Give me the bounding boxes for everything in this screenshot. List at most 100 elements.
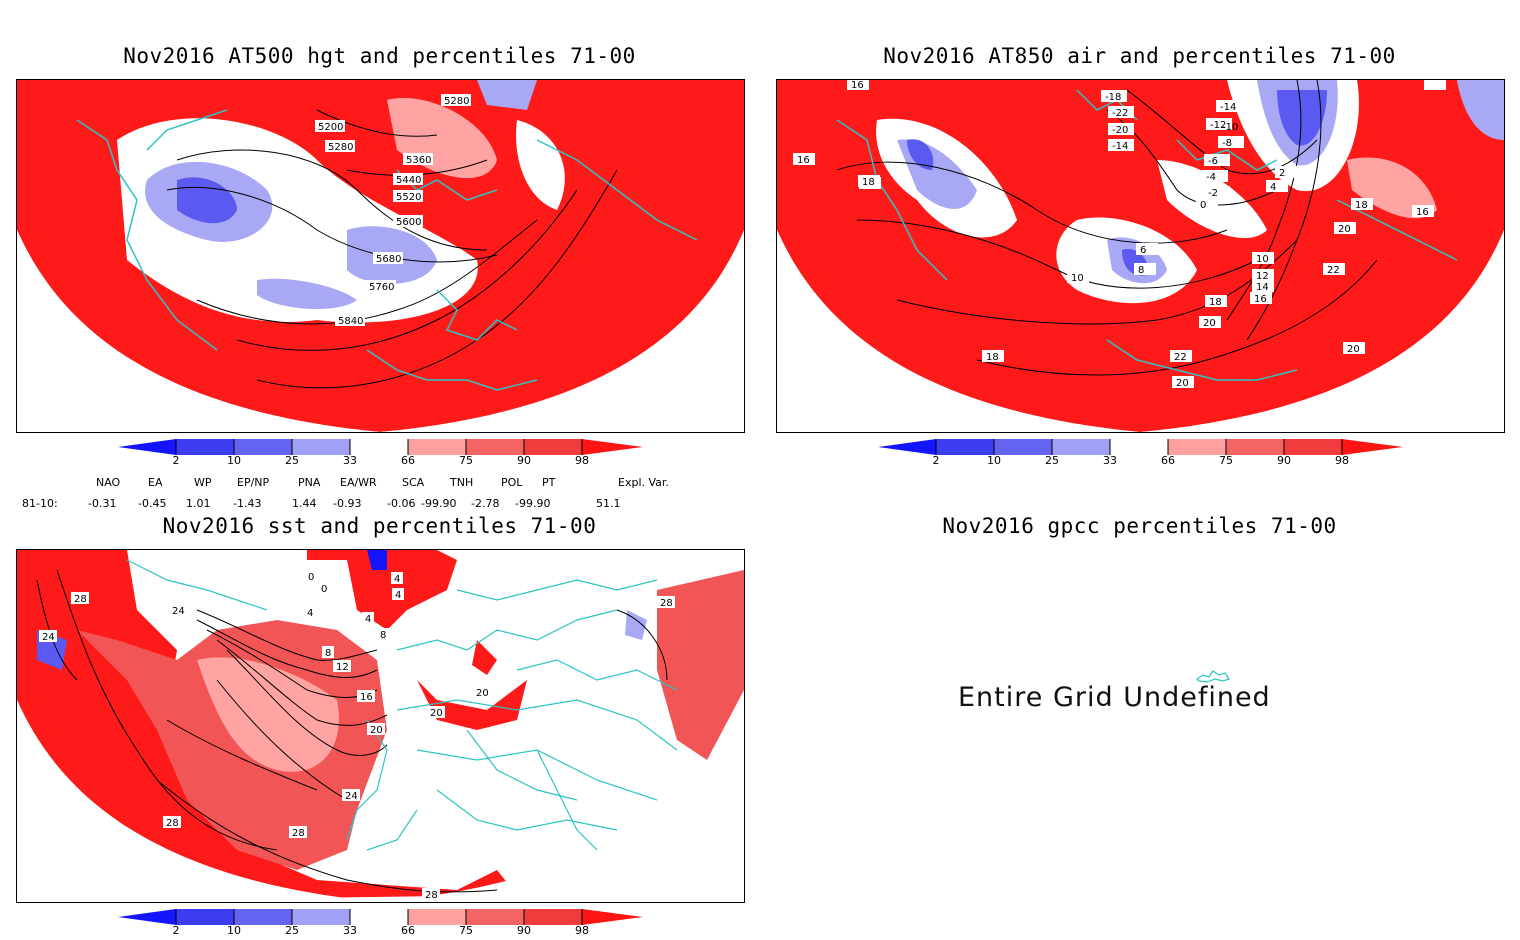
index-value: -99.90 [515, 497, 551, 510]
contour-label: 18 [986, 352, 999, 363]
colorbar-label: 90 [517, 924, 531, 937]
sst-map-panel: 28 24 24 28 0 4 0 4 4 4 8 8 12 16 20 20 … [16, 549, 745, 903]
index-header: PNA [298, 476, 321, 489]
contour-label: 20 [1203, 318, 1216, 329]
contour-label: 8 [1138, 265, 1144, 276]
colorbar-label: 98 [1335, 454, 1349, 467]
contour-label: 8 [380, 630, 386, 641]
index-value: -0.45 [138, 497, 167, 510]
colorbar-label: 10 [987, 454, 1001, 467]
contour-label: 10 [1256, 254, 1269, 265]
index-value: 1.01 [186, 497, 211, 510]
contour-label: 24 [345, 791, 358, 802]
index-value: -2.78 [471, 497, 500, 510]
gpcc-panel-title: Nov2016 gpcc percentiles 71-00 [942, 514, 1337, 538]
hgt-map-panel: 5280 5200 5280 5360 5440 5520 5600 5680 … [16, 79, 745, 433]
contour-label: 6 [1140, 245, 1146, 256]
index-header: EP/NP [237, 476, 270, 489]
air-map-panel: -18 -22 -20 -14 -14 -12 -10 -8 -6 -4 -2 … [776, 79, 1505, 433]
index-header: PT [542, 476, 556, 489]
contour-label: -14 [1112, 141, 1128, 152]
contour-label: 16 [1254, 294, 1267, 305]
hgt-colorbar: 2 10 25 33 66 75 90 98 [118, 439, 643, 471]
air-map: -18 -22 -20 -14 -14 -12 -10 -8 -6 -4 -2 … [777, 80, 1504, 432]
contour-label: 5840 [338, 316, 363, 327]
index-value: -0.93 [333, 497, 362, 510]
contour-label: 4 [394, 574, 400, 585]
contour-label: 20 [430, 708, 443, 719]
contour-label: 20 [1176, 378, 1189, 389]
index-value: -0.31 [88, 497, 117, 510]
contour-label: -8 [1222, 138, 1232, 149]
teleconnection-indices: NAO EA WP EP/NP PNA EA/WR SCA TNH POL PT… [0, 476, 760, 516]
hgt-contour-labels: 5280 5200 5280 5360 5440 5520 5600 5680 … [318, 96, 469, 327]
index-header: WP [194, 476, 212, 489]
colorbar-label: 25 [285, 454, 299, 467]
sst-panel-title: Nov2016 sst and percentiles 71-00 [162, 514, 597, 538]
colorbar-label: 98 [575, 924, 589, 937]
contour-label: 5600 [396, 217, 421, 228]
air-panel-title: Nov2016 AT850 air and percentiles 71-00 [883, 44, 1396, 68]
contour-label: 22 [1174, 352, 1187, 363]
sst-contour-labels: 28 24 24 28 0 4 0 4 4 4 8 8 12 16 20 20 … [42, 572, 673, 901]
contour-label: 28 [74, 594, 87, 605]
contour-label: 28 [166, 818, 179, 829]
contour-label: -4 [1206, 172, 1216, 183]
contour-label: 5520 [396, 192, 421, 203]
colorbar-graphic [118, 439, 643, 455]
contour-label: 4 [395, 590, 401, 601]
colorbar-label: 75 [459, 924, 473, 937]
colorbar-label: 75 [459, 454, 473, 467]
contour-label: 5760 [369, 282, 394, 293]
colorbar-label: 10 [227, 454, 241, 467]
colorbar-label: 33 [343, 454, 357, 467]
contour-label: -10 [1222, 122, 1238, 133]
colorbar-label: 25 [285, 924, 299, 937]
contour-label: 0 [321, 584, 327, 595]
contour-label: 16 [360, 692, 373, 703]
hgt-panel-title: Nov2016 AT500 hgt and percentiles 71-00 [123, 44, 636, 68]
contour-label: 20 [370, 725, 383, 736]
contour-label: -14 [1220, 102, 1236, 113]
contour-label: 12 [336, 662, 349, 673]
contour-label: -6 [1208, 156, 1218, 167]
contour-label: 16 [1416, 207, 1429, 218]
index-header: NAO [96, 476, 121, 489]
contour-label: 5280 [444, 96, 469, 107]
colorbar-label: 10 [227, 924, 241, 937]
colorbar-graphic [118, 909, 643, 925]
contour-label: 18 [1355, 200, 1368, 211]
contour-label: 5200 [318, 122, 343, 133]
colorbar-label: 25 [1045, 454, 1059, 467]
index-value: 51.1 [596, 497, 621, 510]
index-header: TNH [450, 476, 474, 489]
index-header: EA/WR [340, 476, 377, 489]
index-header: EA [148, 476, 163, 489]
contour-label: 14 [1256, 282, 1269, 293]
undefined-grid-message: Entire Grid Undefined [958, 682, 1271, 713]
index-row-label: 81-10: [22, 497, 58, 510]
contour-label: 24 [42, 632, 55, 643]
contour-label: -2 [1208, 188, 1218, 199]
air-colorbar: 2 10 25 33 66 75 90 98 [878, 439, 1403, 471]
contour-label: -20 [1112, 125, 1128, 136]
sst-map: 28 24 24 28 0 4 0 4 4 4 8 8 12 16 20 20 … [17, 550, 744, 902]
contour-label: 5680 [376, 254, 401, 265]
contour-label: 4 [1270, 182, 1276, 193]
colorbar-label: 98 [575, 454, 589, 467]
index-value: -0.06 [387, 497, 416, 510]
contour-label: 10 [1071, 273, 1084, 284]
colorbar-graphic [878, 439, 1403, 455]
contour-label: 28 [292, 828, 305, 839]
colorbar-label: 2 [172, 454, 180, 467]
contour-label: 28 [425, 890, 438, 901]
contour-label: -12 [1210, 120, 1226, 131]
colorbar-label: 90 [1277, 454, 1291, 467]
index-header: POL [501, 476, 523, 489]
air-contour-labels: -18 -22 -20 -14 -14 -12 -10 -8 -6 -4 -2 … [797, 80, 1429, 389]
contour-label: 0 [1200, 200, 1206, 211]
index-header: SCA [402, 476, 425, 489]
contour-label: 16 [851, 80, 864, 91]
contour-label: -18 [1105, 92, 1121, 103]
contour-label: 8 [325, 648, 331, 659]
